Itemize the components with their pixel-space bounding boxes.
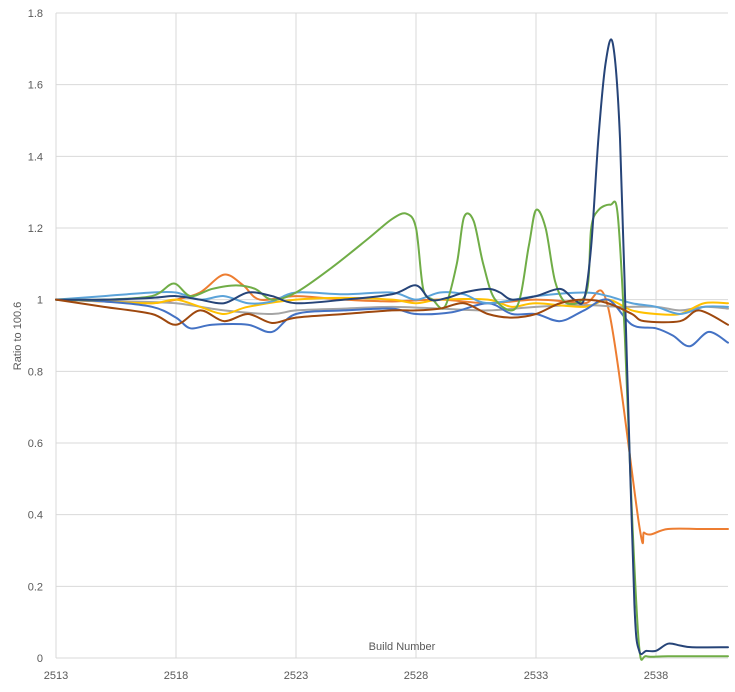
x-axis-tick-labels: 2513 2518 2523 2528 2533 2538 [44, 670, 668, 682]
y-tick-label: 0.4 [28, 510, 43, 522]
x-tick-label: 2513 [44, 670, 68, 682]
y-axis-title: Ratio to 100.6 [12, 302, 24, 371]
x-tick-label: 2533 [524, 670, 548, 682]
gridlines [55, 12, 728, 659]
y-tick-label: 0.8 [28, 366, 43, 378]
series-line-8 [55, 298, 729, 326]
y-tick-label: 1.8 [28, 8, 43, 20]
y-tick-label: 1.6 [28, 80, 43, 92]
series-line-6 [55, 200, 729, 661]
y-axis-tick-labels: 0 0.2 0.4 0.6 0.8 1 1.2 1.4 1.6 1.8 [28, 8, 43, 665]
series-line-7 [55, 38, 729, 656]
series-line-4 [55, 298, 729, 348]
y-tick-label: 0.6 [28, 438, 43, 450]
y-tick-label: 0.2 [28, 581, 43, 593]
series-line-3 [55, 296, 729, 316]
x-tick-label: 2528 [404, 670, 428, 682]
x-tick-label: 2518 [164, 670, 188, 682]
x-tick-label: 2523 [284, 670, 308, 682]
x-axis-title: Build Number [369, 641, 436, 653]
y-tick-label: 0 [37, 653, 43, 665]
y-tick-label: 1.2 [28, 223, 43, 235]
y-tick-label: 1.4 [28, 151, 43, 163]
series-lines [55, 38, 729, 661]
x-tick-label: 2538 [644, 670, 668, 682]
y-tick-label: 1 [37, 295, 43, 307]
